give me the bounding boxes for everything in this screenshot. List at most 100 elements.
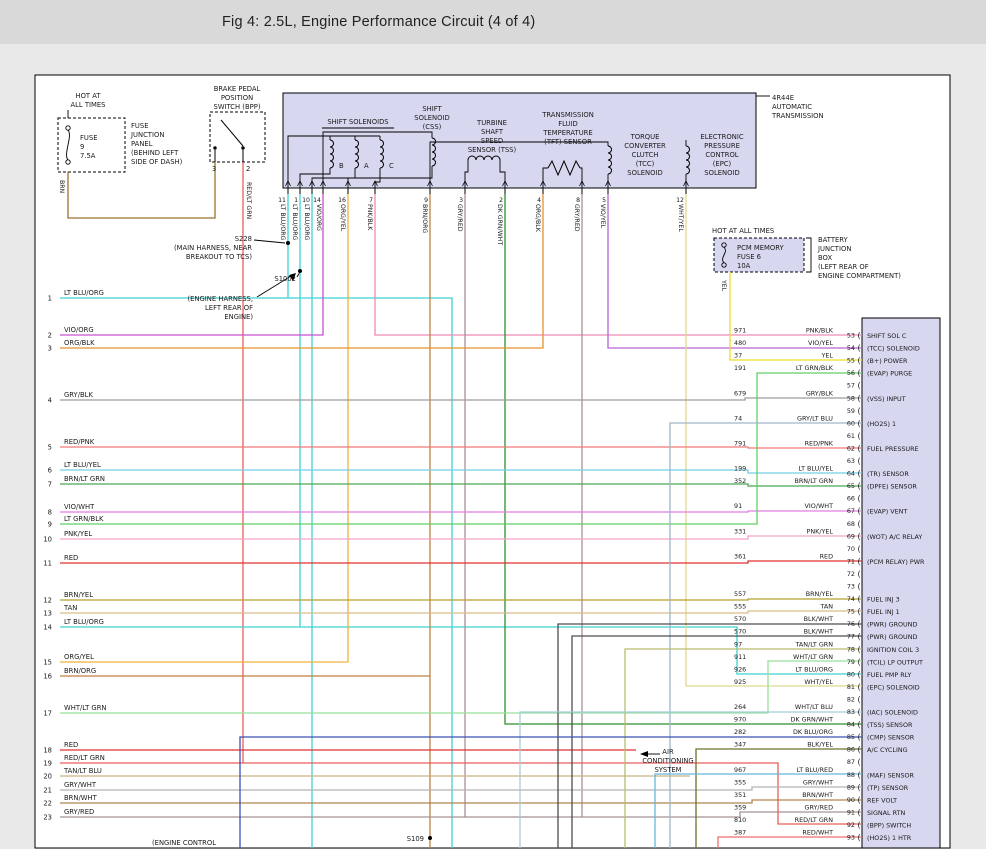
bpp-switch-label: BRAKE PEDAL [214,85,261,93]
pcm-pin-bracket: ( [858,557,861,566]
pcm-circuit-label: (PCM RELAY) PWR [867,558,925,566]
wire-color-label: LT BLU/ORG [303,204,310,241]
connector-chevron [372,180,378,187]
tcc-label: CLUTCH [632,151,659,159]
pcm-memory-fuse-label: 10A [737,262,751,270]
pcm-pin-number: 71 [847,557,855,565]
pcm-pin-bracket: ( [858,745,861,754]
pcm-wire-color: GRY/LT BLU [797,414,833,422]
tss-label: SPEED [481,137,503,145]
pcm-circuit-label: (TR) SENSOR [867,470,909,478]
left-wire-label: RED [64,741,78,749]
pcm-wire-number: 331 [734,527,746,535]
left-wire-label: LT BLU/ORG [64,289,104,297]
epc-label: CONTROL [705,151,738,159]
circuit-number: 3 [48,345,52,353]
ac-system-label: AIR [662,748,674,756]
pcm-pin-number: 62 [847,444,855,452]
pcm-wire-number: 264 [734,703,746,711]
tss-label: TURBINE [476,119,507,127]
internal-lead [322,131,433,188]
pcm-pin-bracket: ( [858,833,861,842]
solenoid-a-label: A [364,162,369,170]
wire-color-label: VIO/ORG [315,204,322,231]
circuit-number: 9 [48,521,52,529]
bpp-switch-label: SWITCH (BPP) [214,103,261,111]
pcm-pin-number: 91 [847,808,855,816]
pcm-wire-number: 970 [734,716,746,724]
pcm-pin-number: 92 [847,821,855,829]
pcm-wire-number: 74 [734,414,742,422]
left-wire-label: ORG/BLK [64,339,95,347]
pcm-circuit-label: (EVAP) PURGE [867,370,912,378]
wire-color-label: GRY/RED [456,204,463,232]
circuit-number: 4 [48,397,52,405]
wire-color-label: BRN/ORG [421,204,428,233]
internal-lead [256,275,292,298]
wire-vio-yel [607,194,862,349]
pcm-wire-number: 679 [734,389,746,397]
wire-blk-yel [695,748,862,848]
tft-label: (TFT) SENSOR [544,138,592,146]
pcm-pin-number: 65 [847,482,855,490]
wire-color-label: YEL [720,279,727,292]
pcm-wire-color: RED/WHT [802,829,833,837]
transmission-pin-number: 11 [278,197,286,204]
pcm-pin-number: 53 [847,332,855,340]
tcc-label: CONVERTER [624,142,666,150]
connector-chevron [427,180,433,187]
hot-at-all-times-left: ALL TIMES [70,101,105,109]
battery-junction-box-label: BOX [818,254,832,262]
bpp-pin-2: 2 [246,165,250,173]
pcm-pin-number: 61 [847,432,855,440]
pcm-wire-number: 387 [734,829,746,837]
splice-dot [428,836,432,840]
transmission-pin-number: 4 [537,197,541,204]
pcm-memory-fuse-label: PCM MEMORY [737,244,785,252]
pcm-pin-number: 79 [847,658,855,666]
pcm-circuit-label: IGNITION COIL 3 [867,646,919,654]
left-wire-label: GRY/WHT [64,781,97,789]
solenoid-coil [354,139,359,169]
transmission-pin-number: 3 [459,197,463,204]
pcm-pin-bracket: ( [858,795,861,804]
circuit-number: 13 [43,610,52,618]
pcm-pin-number: 59 [847,407,855,415]
wire-wht-yel [685,194,862,687]
fuse-junction-panel-label: SIDE OF DASH) [131,158,183,166]
pcm-pin-bracket: ( [858,431,861,440]
circuit-number: 7 [48,481,52,489]
transmission-pin-number: 14 [313,197,321,204]
ac-system-label: SYSTEM [654,766,681,774]
diagram-frame [34,74,951,849]
pcm-circuit-label: (PWR) GROUND [867,633,918,641]
pcm-wire-color: LT BLU/RED [797,766,834,774]
pcm-pin-bracket: ( [858,808,861,817]
splice-s1002-label: S1002 [274,275,296,283]
pcm-pin-bracket: ( [858,770,861,779]
left-wire-label: VIO/WHT [64,503,95,511]
left-wire-label: ORG/YEL [64,653,94,661]
pcm-pin-number: 81 [847,683,855,691]
pcm-pin-number: 60 [847,419,855,427]
circuit-number: 21 [43,787,52,795]
pcm-wire-number: 971 [734,327,746,335]
wire-gry-red [60,811,862,818]
pcm-wire-number: 570 [734,615,746,623]
pcm-circuit-label: (DPFE) SENSOR [867,483,917,491]
pcm-wire-color: TAN/LT GRN [795,640,834,648]
left-wire-label: BRN/LT GRN [64,475,105,483]
fuse-9-label: 7.5A [80,152,96,160]
left-wire-label: GRY/RED [64,808,94,816]
pcm-pin-number: 75 [847,608,855,616]
circuit-number: 11 [43,560,52,568]
pcm-pin-number: 93 [847,834,855,842]
wire-color-label: VIO/YEL [599,204,606,229]
pcm-pin-bracket: ( [858,369,861,378]
tcc-label: TORQUE [630,133,660,141]
pcm-wire-number: 555 [734,603,746,611]
transmission-pin-number: 7 [369,197,373,204]
pcm-circuit-label: (TP) SENSOR [867,784,909,792]
connector-chevron [345,180,351,187]
